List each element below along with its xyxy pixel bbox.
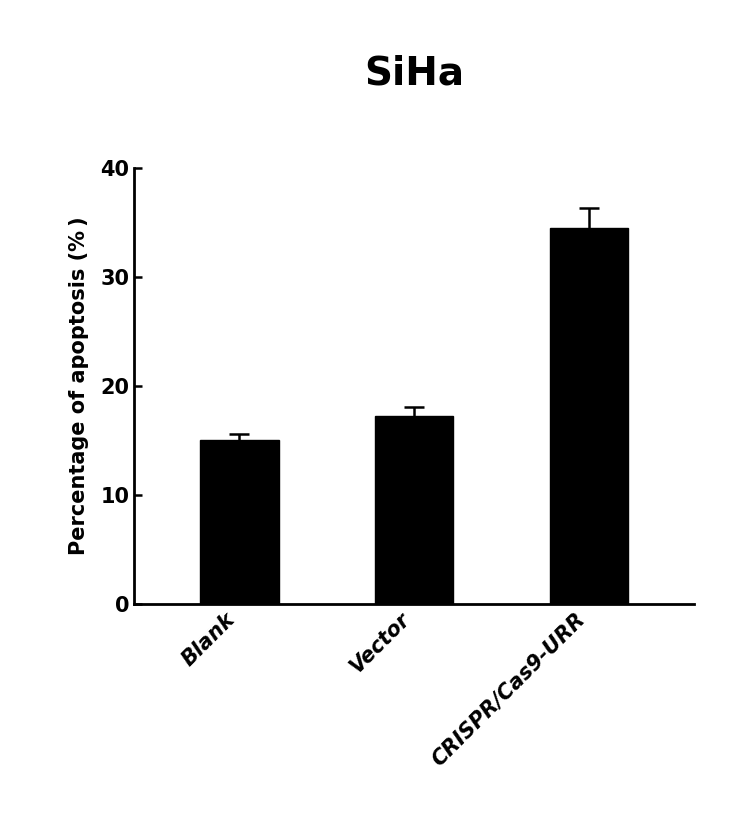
- Bar: [550, 227, 628, 604]
- Title: SiHa: SiHa: [364, 55, 464, 92]
- Bar: [374, 416, 454, 604]
- Bar: [200, 440, 278, 604]
- Y-axis label: Percentage of apoptosis (% ): Percentage of apoptosis (% ): [69, 216, 90, 555]
